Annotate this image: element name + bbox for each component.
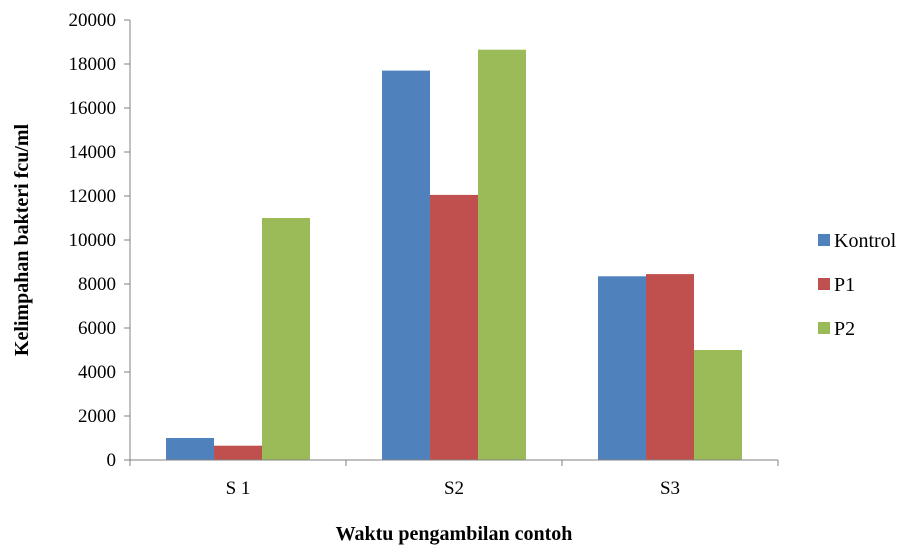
bar-kontrol-2: [598, 276, 647, 460]
x-axis-ticks: S 1 S2 S3: [129, 460, 779, 499]
bar-kontrol-1: [382, 70, 431, 460]
legend-swatch-kontrol: [818, 234, 830, 246]
legend-label-p2: P2: [834, 318, 855, 340]
bar-p1-1: [430, 194, 478, 460]
legend-swatch-p2: [818, 322, 830, 334]
y-tick-label: 14000: [69, 142, 117, 163]
y-tick-label: 2000: [78, 406, 116, 427]
legend-label-p1: P1: [834, 274, 855, 296]
x-axis-title: Waktu pengambilan contoh: [336, 523, 573, 545]
bar-series-group: [166, 49, 742, 460]
bar-p2-2: [693, 350, 742, 460]
y-axis-ticks: 0 2000 4000 6000 8000 10000 12000 14000 16000 180…: [69, 10, 130, 471]
legend: Kontrol P1 P2: [818, 230, 897, 340]
x-tick-label: S 1: [226, 478, 251, 499]
y-tick-label: 20000: [69, 10, 117, 31]
x-tick-label: S3: [660, 478, 680, 499]
y-tick-label: 16000: [69, 98, 117, 119]
y-tick-label: 0: [107, 450, 117, 471]
bar-p1-2: [646, 274, 694, 460]
y-tick-label: 6000: [78, 318, 116, 339]
legend-swatch-p1: [818, 278, 830, 290]
legend-label-kontrol: Kontrol: [834, 230, 897, 252]
bar-kontrol-0: [166, 438, 215, 460]
y-axis-title: Kelimpahan bakteri fcu/ml: [11, 123, 33, 356]
bar-p1-0: [214, 445, 262, 460]
y-tick-label: 8000: [78, 274, 116, 295]
y-tick-label: 10000: [69, 230, 117, 251]
x-tick-label: S2: [444, 478, 464, 499]
bar-p2-1: [477, 49, 526, 460]
y-tick-label: 18000: [69, 54, 117, 75]
y-tick-label: 4000: [78, 362, 116, 383]
bar-p2-0: [261, 218, 310, 460]
y-tick-label: 12000: [69, 186, 117, 207]
